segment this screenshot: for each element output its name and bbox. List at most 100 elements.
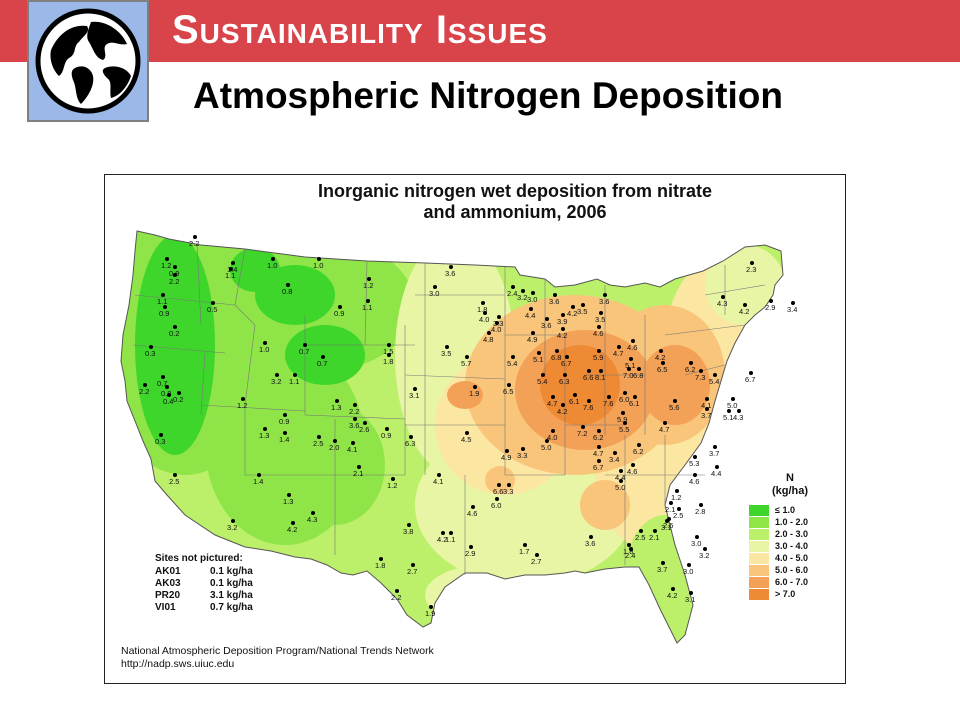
station-value: 2.1 [665,505,675,514]
site-code: VI01 [155,602,176,613]
station-dot [211,301,215,305]
station-value: 3.4 [787,305,797,314]
legend-swatch [749,588,769,600]
legend-title: N (kg/ha) [745,472,835,498]
station-dot [571,305,575,309]
station-value: 4.2 [655,353,665,362]
legend-item: ≤ 1.0 [749,504,835,516]
station-dot [705,407,709,411]
station-value: 4.1 [701,401,711,410]
station-value: 3.2 [271,377,281,386]
station-value: 5.1 [533,355,543,364]
station-value: 4.8 [483,335,493,344]
station-dot [161,375,165,379]
station-dot [481,301,485,305]
station-value: 2.5 [313,439,323,448]
station-dot [669,501,673,505]
station-dot [621,411,625,415]
site-code: AK01 [155,566,181,577]
station-dot [173,265,177,269]
station-dot [695,535,699,539]
station-value: 3.5 [595,315,605,324]
station-value: 0.3 [155,437,165,446]
station-value: 6.6 [583,373,593,382]
station-value: 0.7 [317,359,327,368]
station-dot [161,293,165,297]
station-dot [631,463,635,467]
station-dot [531,291,535,295]
station-value: 3.1 [409,391,419,400]
station-dot [727,409,731,413]
station-dot [599,311,603,315]
station-dot [637,367,641,371]
station-dot [673,399,677,403]
station-value: 4.9 [501,453,511,462]
site-value: 0.1 kg/ha [210,578,253,589]
station-value: 2.6 [359,425,369,434]
station-value: 6.2 [685,365,695,374]
station-value: 5.0 [615,483,625,492]
station-value: 0.9 [334,309,344,318]
station-dot [619,479,623,483]
station-value: 1.8 [383,357,393,366]
station-dot [769,299,773,303]
station-dot [257,473,261,477]
map-title: Inorganic nitrogen wet deposition from n… [105,181,845,223]
station-dot [597,349,601,353]
station-dot [471,505,475,509]
station-value: 2.7 [407,567,417,576]
station-value: 3.0 [429,289,439,298]
station-value: 1.8 [375,561,385,570]
station-dot [699,369,703,373]
station-value: 4.9 [527,335,537,344]
station-value: 3.2 [227,523,237,532]
station-dot [357,465,361,469]
station-dot [165,385,169,389]
section-header-title: Sustainability Issues [172,8,548,52]
station-value: 2.1 [353,469,363,478]
legend-swatch [749,564,769,576]
us-deposition-map: 2.21.20.92.21.41.01.11.00.81.23.03.62.43… [120,230,797,644]
station-value: 1.1 [157,297,167,306]
station-value: 2.9 [465,549,475,558]
station-dot [241,397,245,401]
station-dot [581,425,585,429]
station-value: 2.2 [169,277,179,286]
legend-item: 5.0 - 6.0 [749,564,835,576]
station-dot [385,427,389,431]
globe-icon [35,8,141,114]
station-dot [521,447,525,451]
station-dot [623,421,627,425]
station-dot [283,413,287,417]
slide-title: Atmospheric Nitrogen Deposition [193,75,783,116]
station-dot [231,261,235,265]
station-dot [143,383,147,387]
legend-item: 1.0 - 2.0 [749,516,835,528]
station-value: 1.2 [237,401,247,410]
station-value: 3.2 [517,293,527,302]
station-dot [271,257,275,261]
station-dot [737,409,741,413]
station-dot [317,435,321,439]
station-dot [743,303,747,307]
station-dot [597,429,601,433]
station-dot [263,341,267,345]
station-value: 5.9 [617,415,627,424]
station-value: 1.1 [362,303,372,312]
station-dot [597,445,601,449]
station-value: 4.2 [557,331,567,340]
station-dot [551,429,555,433]
legend-swatch [749,552,769,564]
station-value: 8.1 [595,373,605,382]
station-dot [581,303,585,307]
station-dot [545,317,549,321]
station-value: 1.8 [623,547,633,556]
station-dot [689,361,693,365]
station-dot [465,431,469,435]
station-dot [333,439,337,443]
station-dot [465,355,469,359]
station-value: 1.9 [469,389,479,398]
station-dot [287,493,291,497]
station-dot [587,399,591,403]
station-value: 1.1 [289,377,299,386]
